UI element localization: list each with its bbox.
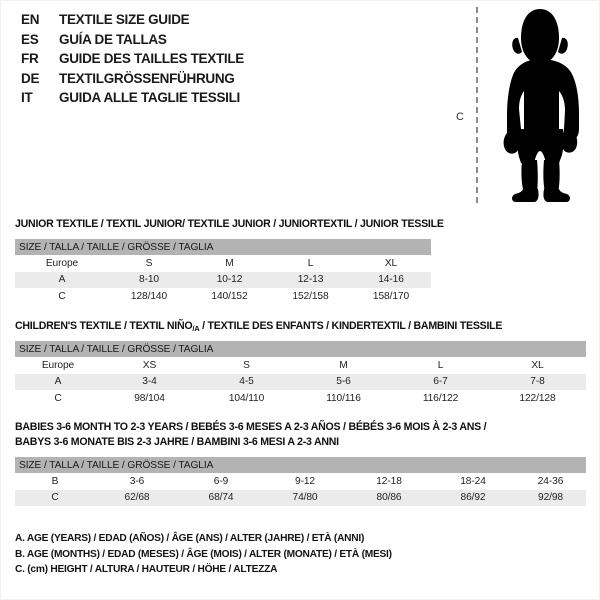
title-row-es: ES GUÍA DE TALLAS <box>21 32 421 52</box>
table-cell: 5-6 <box>295 373 392 390</box>
title-row-it: IT GUIDA ALLE TAGLIE TESSILI <box>21 90 421 110</box>
legend-line-b: B. AGE (MONTHS) / EDAD (MESES) / ÂGE (MO… <box>15 548 392 560</box>
guide-title-fr: GUIDE DES TAILLES TEXTILE <box>59 51 245 66</box>
row-header: B <box>15 473 95 490</box>
table-cell: 116/122 <box>392 390 489 407</box>
section-title-babies-line2: BABYS 3-6 MONATE BIS 2-3 JAHRE / BAMBINI… <box>15 436 339 448</box>
section-title-children-sub: /A <box>192 324 200 333</box>
table-cell: M <box>189 255 270 272</box>
section-title-babies-line1: BABIES 3-6 MONTH TO 2-3 YEARS / BEBÉS 3-… <box>15 421 487 433</box>
guide-title-en: TEXTILE SIZE GUIDE <box>59 12 190 27</box>
row-header: A <box>15 373 101 390</box>
junior-size-table: SIZE / TALLA / TAILLE / GRÖSSE / TAGLIA … <box>15 239 431 305</box>
section-title-children: CHILDREN'S TEXTILE / TEXTIL NIÑO/A / TEX… <box>15 319 586 334</box>
table-cell: 3-4 <box>101 373 198 390</box>
table-row: Europe XS S M L XL <box>15 357 586 374</box>
table-row: A 3-4 4-5 5-6 6-7 7-8 <box>15 373 586 390</box>
table-cell: 98/104 <box>101 390 198 407</box>
row-header: C <box>15 489 95 506</box>
children-band-label: SIZE / TALLA / TAILLE / GRÖSSE / TAGLIA <box>15 341 586 357</box>
child-silhouette-icon <box>503 9 579 202</box>
row-header: Europe <box>15 357 101 374</box>
guide-title-de: TEXTILGRÖSSENFÜHRUNG <box>59 70 235 86</box>
title-row-fr: FR GUIDE DES TAILLES TEXTILE <box>21 51 421 71</box>
table-cell: 8-10 <box>109 271 189 288</box>
title-row-de: DE TEXTILGRÖSSENFÜHRUNG <box>21 71 421 91</box>
table-cell: 140/152 <box>189 288 270 305</box>
table-cell: 9-12 <box>263 473 347 490</box>
row-header: Europe <box>15 255 109 272</box>
table-cell: M <box>295 357 392 374</box>
babies-size-table: SIZE / TALLA / TAILLE / GRÖSSE / TAGLIA … <box>15 457 586 506</box>
table-cell: L <box>270 255 351 272</box>
table-cell: 12-13 <box>270 271 351 288</box>
table-cell: 74/80 <box>263 489 347 506</box>
table-cell: 62/68 <box>95 489 179 506</box>
table-cell: 104/110 <box>198 390 295 407</box>
legend-line-c: C. (cm) HEIGHT / ALTURA / HAUTEUR / HÖHE… <box>15 564 278 575</box>
junior-band-label: SIZE / TALLA / TAILLE / GRÖSSE / TAGLIA <box>15 239 431 255</box>
table-cell: 6-9 <box>179 473 263 490</box>
table-cell: 128/140 <box>109 288 189 305</box>
table-band-row: SIZE / TALLA / TAILLE / GRÖSSE / TAGLIA <box>15 239 431 255</box>
table-cell: 7-8 <box>489 373 586 390</box>
guide-title-it: GUIDA ALLE TAGLIE TESSILI <box>59 90 240 105</box>
language-title-block: EN TEXTILE SIZE GUIDE ES GUÍA DE TALLAS … <box>21 12 421 110</box>
legend-line-a: A. AGE (YEARS) / EDAD (AÑOS) / ÂGE (ANS)… <box>15 533 365 544</box>
language-code-it: IT <box>21 90 33 105</box>
legend-block: A. AGE (YEARS) / EDAD (AÑOS) / ÂGE (ANS)… <box>15 531 392 578</box>
language-code-en: EN <box>21 12 40 27</box>
title-row-en: EN TEXTILE SIZE GUIDE <box>21 12 421 32</box>
table-cell: 3-6 <box>95 473 179 490</box>
table-cell: 12-18 <box>347 473 431 490</box>
table-cell: 10-12 <box>189 271 270 288</box>
table-cell: 122/128 <box>489 390 586 407</box>
measure-label-c: C <box>456 111 464 123</box>
table-cell: 80/86 <box>347 489 431 506</box>
section-title-children-post: / TEXTILE DES ENFANTS / KINDERTEXTIL / B… <box>199 320 503 332</box>
language-code-es: ES <box>21 31 39 47</box>
children-size-table: SIZE / TALLA / TAILLE / GRÖSSE / TAGLIA … <box>15 341 586 407</box>
table-row: Europe S M L XL <box>15 255 431 272</box>
table-cell: L <box>392 357 489 374</box>
table-band-row: SIZE / TALLA / TAILLE / GRÖSSE / TAGLIA <box>15 341 586 357</box>
table-row: C 128/140 140/152 152/158 158/170 <box>15 288 431 305</box>
section-title-junior: JUNIOR TEXTILE / TEXTIL JUNIOR/ TEXTILE … <box>15 218 444 230</box>
table-row: C 98/104 104/110 110/116 116/122 122/128 <box>15 390 586 407</box>
table-cell: S <box>198 357 295 374</box>
dashed-height-line-icon <box>476 7 478 203</box>
table-cell: 158/170 <box>351 288 431 305</box>
table-cell: 14-16 <box>351 271 431 288</box>
table-cell: S <box>109 255 189 272</box>
language-code-de: DE <box>21 70 40 86</box>
table-row: B 3-6 6-9 9-12 12-18 18-24 24-36 <box>15 473 586 490</box>
table-row: A 8-10 10-12 12-13 14-16 <box>15 271 431 288</box>
section-babies-textile: BABIES 3-6 MONTH TO 2-3 YEARS / BEBÉS 3-… <box>15 420 586 506</box>
table-band-row: SIZE / TALLA / TAILLE / GRÖSSE / TAGLIA <box>15 457 586 473</box>
table-cell: 86/92 <box>431 489 515 506</box>
language-code-fr: FR <box>21 51 39 66</box>
section-title-children-pre: CHILDREN'S TEXTILE / TEXTIL NIÑO <box>15 320 193 332</box>
row-header: A <box>15 271 109 288</box>
table-cell: 152/158 <box>270 288 351 305</box>
table-cell: 6-7 <box>392 373 489 390</box>
table-cell: XL <box>351 255 431 272</box>
table-cell: 110/116 <box>295 390 392 407</box>
table-row: C 62/68 68/74 74/80 80/86 86/92 92/98 <box>15 489 586 506</box>
babies-band-label: SIZE / TALLA / TAILLE / GRÖSSE / TAGLIA <box>15 457 586 473</box>
table-cell: 68/74 <box>179 489 263 506</box>
row-header: C <box>15 390 101 407</box>
section-junior-textile: JUNIOR TEXTILE / TEXTIL JUNIOR/ TEXTILE … <box>15 217 444 305</box>
height-measurement-figure: C <box>451 5 591 205</box>
table-cell: 4-5 <box>198 373 295 390</box>
section-childrens-textile: CHILDREN'S TEXTILE / TEXTIL NIÑO/A / TEX… <box>15 319 586 407</box>
table-cell: 92/98 <box>515 489 586 506</box>
table-cell: 24-36 <box>515 473 586 490</box>
row-header: C <box>15 288 109 305</box>
table-cell: 18-24 <box>431 473 515 490</box>
table-cell: XS <box>101 357 198 374</box>
table-cell: XL <box>489 357 586 374</box>
guide-title-es: GUÍA DE TALLAS <box>59 31 167 47</box>
